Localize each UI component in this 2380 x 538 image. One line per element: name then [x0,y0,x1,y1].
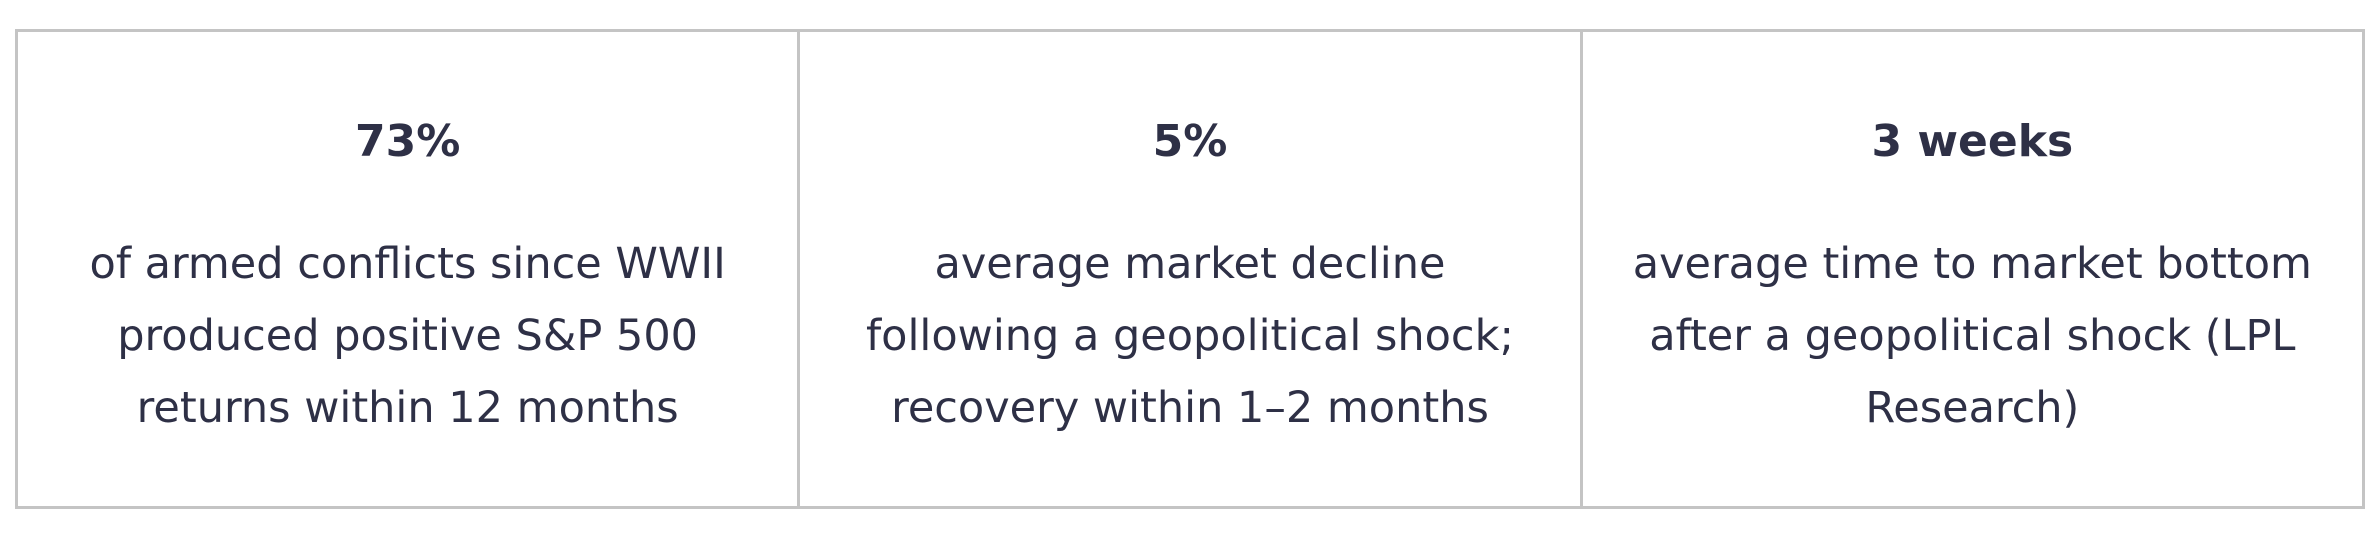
stat-description: average time to market bottom after a ge… [1632,239,2312,433]
stat-value: 73% [355,116,461,167]
stat-cell: 73% of armed conflicts since WWII produce… [18,32,797,506]
stat-description: average market decline following a geopo… [866,239,1514,433]
stat-cell: 5% average market decline following a geo… [797,32,1579,506]
stat-cell: 3 weeks average time to market bottom aft… [1579,32,2362,506]
stat-value: 3 weeks [1871,116,2074,167]
stats-grid: 73% of armed conflicts since WWII produce… [15,29,2365,509]
stat-value: 5% [1152,116,1228,167]
stat-description: of armed conflicts since WWII produced p… [89,239,726,433]
